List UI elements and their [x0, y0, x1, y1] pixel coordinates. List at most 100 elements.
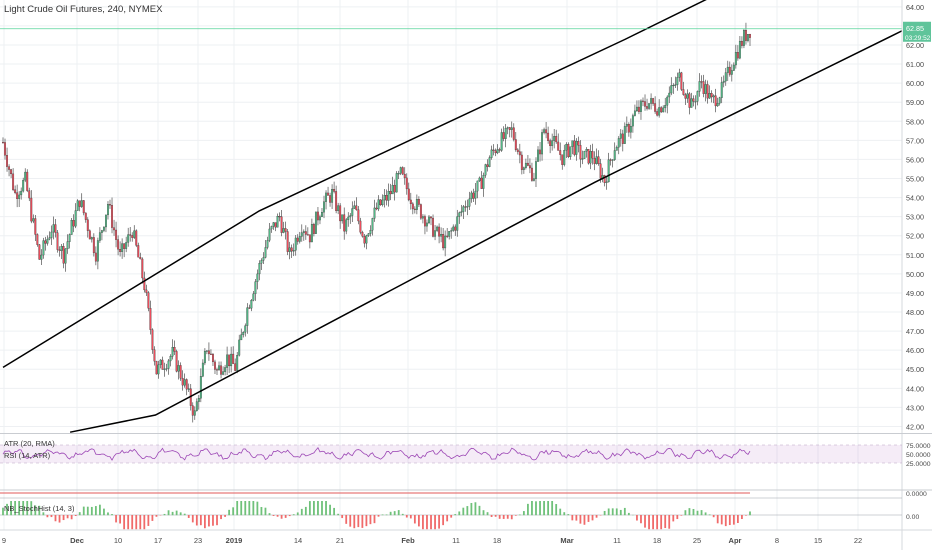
candle-body [642, 100, 644, 102]
hist-bar [292, 514, 295, 516]
candle-body [738, 40, 741, 59]
stoch-hist-pane[interactable]: 0.0000 0.00 NB_StochHist (14, 3) [0, 489, 932, 530]
candle-body [407, 188, 410, 201]
candle-body [325, 192, 327, 202]
hist-bar [135, 515, 138, 530]
x-tick-label: 11 [452, 536, 460, 545]
hist-bar [373, 515, 376, 524]
x-tick-label: 18 [653, 536, 661, 545]
rsi-band [0, 445, 902, 463]
hist-bar [220, 515, 222, 520]
channel-upper-line[interactable] [2, 0, 753, 368]
candle-body [26, 171, 29, 191]
hist-bar [369, 515, 372, 525]
hist-bar [216, 515, 218, 526]
candle-body [470, 192, 473, 200]
candle-body [314, 211, 317, 234]
candle-body [173, 347, 176, 352]
candle-body [476, 180, 479, 192]
candle-body [141, 258, 144, 279]
candle-body [579, 145, 582, 160]
hist-bar [716, 515, 719, 524]
candle-body [732, 64, 735, 71]
hist-bar [240, 501, 243, 516]
candle-body [119, 249, 122, 252]
candle-body [224, 367, 227, 372]
y-tick-label: 51.00 [906, 251, 924, 260]
candle-body [458, 212, 461, 217]
candle-body [193, 410, 196, 416]
candle-body [522, 167, 525, 170]
candle-body [179, 365, 182, 379]
hist-bar [107, 512, 109, 516]
candle-body [553, 136, 556, 141]
candle-body [537, 149, 539, 162]
candle-body [486, 164, 489, 167]
trend-channel[interactable] [2, 0, 912, 433]
candle-body [442, 234, 445, 249]
hist-bar [195, 515, 198, 526]
candle-body [742, 30, 745, 46]
candle-body [177, 365, 180, 372]
candle-body [242, 332, 245, 335]
hist-bar [450, 515, 453, 518]
candle-body [690, 98, 693, 108]
hist-bar [603, 510, 606, 516]
hist-bar [280, 515, 283, 519]
candle-body [603, 175, 606, 183]
candle-body [623, 126, 626, 144]
hist-bar [115, 515, 117, 523]
price-axis[interactable]: 64.0063.0062.0061.0060.0059.0058.0057.00… [901, 0, 931, 550]
candle-body [676, 77, 679, 85]
candle-body [147, 292, 150, 309]
hist-bar [506, 515, 509, 519]
candle-body [337, 205, 340, 211]
candle-body [286, 231, 289, 252]
x-tick-label: 8 [775, 536, 779, 545]
candle-body [539, 149, 541, 155]
channel-lower-line[interactable] [69, 26, 912, 433]
x-tick-label: 25 [693, 536, 701, 545]
hist-bar [640, 515, 642, 524]
candle-body [593, 158, 596, 164]
candle-body [516, 149, 519, 152]
hist-bar [712, 515, 715, 518]
hist-bar [353, 515, 356, 529]
hist-bar [171, 511, 174, 516]
ind-tick-label: 75.0000 [906, 443, 931, 450]
candle-body [528, 165, 531, 169]
candle-body [670, 85, 673, 94]
candle-body [284, 228, 287, 232]
candle-body [688, 93, 691, 108]
hist-bar [409, 515, 412, 519]
time-axis[interactable]: 9 Dec 10 17 23 2019 14 21 Feb 11 18 Mar 11 18 25 Apr 8 15… [0, 529, 932, 545]
candle-body [84, 212, 87, 220]
candle-body [171, 347, 174, 357]
candle-body [700, 81, 703, 83]
hist-bar [619, 509, 622, 516]
candle-body [446, 235, 449, 237]
candle-body [72, 220, 75, 227]
hist-bar [82, 506, 85, 516]
candle-body [444, 235, 447, 249]
hist-bar [18, 501, 21, 516]
atr-rsi-pane[interactable]: 75.0000 50.0000 25.0000 ATR (20, RMA) RSI (1… [0, 433, 932, 469]
y-tick-label: 55.00 [906, 174, 924, 183]
hist-bar [361, 515, 364, 528]
candle-body [619, 133, 622, 139]
y-tick-label: 58.00 [906, 117, 924, 126]
candle-body [38, 244, 41, 260]
candle-body [205, 350, 208, 352]
candle-body [597, 156, 600, 164]
candle-body [494, 150, 497, 154]
candle-body [52, 224, 55, 233]
candle-body [712, 95, 715, 98]
candle-body [236, 355, 239, 371]
candle-body [169, 356, 172, 362]
candle-body [22, 179, 25, 192]
hist-bar [474, 502, 477, 516]
hist-bar [700, 510, 703, 516]
hist-bar [692, 508, 695, 516]
hist-bar [623, 507, 626, 516]
